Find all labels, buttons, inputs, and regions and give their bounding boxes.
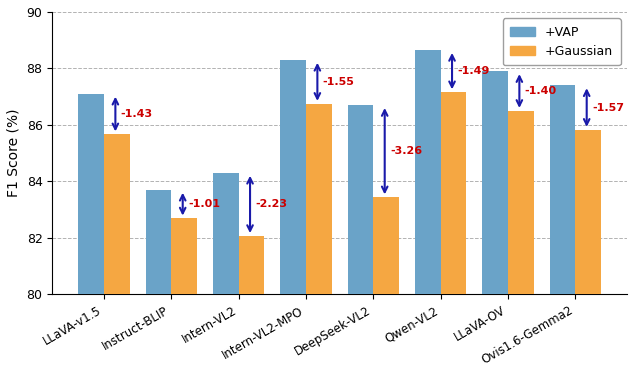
Y-axis label: F1 Score (%): F1 Score (%) xyxy=(7,109,21,197)
Text: -1.55: -1.55 xyxy=(322,77,355,87)
Text: -1.43: -1.43 xyxy=(121,109,153,119)
Bar xyxy=(171,218,197,294)
Legend: +VAP, +Gaussian: +VAP, +Gaussian xyxy=(502,18,621,65)
Bar xyxy=(78,94,104,294)
Bar xyxy=(306,104,331,294)
Bar xyxy=(373,197,399,294)
Bar xyxy=(104,134,130,294)
Bar xyxy=(550,85,575,294)
Text: -1.49: -1.49 xyxy=(457,66,490,76)
Bar xyxy=(238,236,264,294)
Text: -2.23: -2.23 xyxy=(256,199,287,209)
Bar xyxy=(146,190,171,294)
Bar xyxy=(508,111,534,294)
Text: -1.01: -1.01 xyxy=(188,199,220,209)
Bar xyxy=(482,71,508,294)
Bar xyxy=(575,130,601,294)
Text: -1.40: -1.40 xyxy=(525,86,557,96)
Bar xyxy=(441,92,466,294)
Bar xyxy=(415,50,441,294)
Bar xyxy=(280,60,306,294)
Bar xyxy=(213,173,238,294)
Text: -1.57: -1.57 xyxy=(592,102,624,113)
Bar xyxy=(348,105,373,294)
Text: -3.26: -3.26 xyxy=(390,146,422,156)
